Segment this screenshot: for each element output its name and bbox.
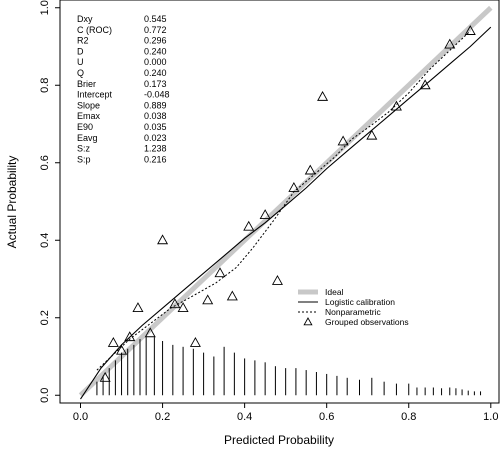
stat-name: U	[77, 57, 84, 67]
legend-label: Ideal	[325, 287, 344, 297]
stat-value: 0.173	[144, 79, 167, 89]
logistic-calibration-line	[80, 26, 492, 400]
grouped-observation-point	[177, 302, 189, 313]
grouped-observation-point	[366, 129, 378, 140]
grouped-observation-point	[317, 90, 329, 101]
stat-name: Emax	[77, 111, 101, 121]
grouped-observation-point	[144, 327, 156, 338]
stat-value: 0.038	[144, 111, 167, 121]
x-tick-label: 0.6	[319, 411, 334, 423]
y-tick-label: 1.0	[39, 0, 51, 15]
grouped-observation-point	[107, 337, 119, 347]
x-tick-label: 0.0	[73, 411, 88, 423]
stat-name: R2	[77, 36, 89, 46]
grouped-observation-point	[419, 79, 431, 90]
stat-name: S:p	[77, 154, 91, 164]
grouped-observation-point	[132, 302, 144, 313]
stat-name: Q	[77, 68, 84, 78]
stat-value: 0.216	[144, 154, 167, 164]
grouped-observation-point	[189, 337, 201, 347]
axes-layer: 0.0 0.2 0.4 0.6 0.8 1.0 0.0 0.2 0.4 0.6 0.8 1.0	[39, 0, 498, 423]
y-tick-label: 0.0	[39, 388, 51, 403]
stat-value: 0.296	[144, 36, 167, 46]
stat-value: 0.545	[144, 14, 167, 24]
y-tick-label: 0.4	[39, 233, 51, 248]
stats-table: Dxy 0.545 C (ROC) 0.772 R2 0.296 D 0.240 U 0.000 Q…	[77, 14, 170, 164]
grouped-observation-point	[259, 209, 271, 220]
grouped-observation-point	[214, 267, 226, 278]
grouped-observation-point	[464, 25, 476, 35]
grouped-observation-point	[116, 344, 128, 355]
stat-value: 0.023	[144, 133, 167, 143]
plot-frame	[59, 0, 500, 404]
x-tick-label: 0.4	[237, 411, 252, 423]
stat-name: Eavg	[77, 133, 98, 143]
grouped-observation-point	[288, 182, 300, 192]
stat-value: 0.035	[144, 122, 167, 132]
grouped-observation-point	[337, 135, 349, 146]
stat-name: E90	[77, 122, 93, 132]
y-tick-label: 0.6	[39, 155, 51, 170]
y-tick-label: 0.8	[39, 78, 51, 93]
x-tick-label: 0.8	[401, 411, 416, 423]
stat-name: C (ROC)	[77, 25, 112, 35]
y-axis-title: Actual Probability	[5, 156, 19, 249]
grouped-observation-point	[124, 331, 136, 342]
stat-value: 0.240	[144, 46, 167, 56]
ideal-line-layer	[78, 5, 493, 398]
grouped-observation-point	[271, 275, 283, 285]
distribution-spikes-layer	[96, 337, 482, 396]
stat-value: 0.889	[144, 100, 167, 110]
stat-name: Intercept	[77, 90, 113, 100]
ideal-line	[78, 5, 493, 398]
y-tick-label: 0.2	[39, 310, 51, 325]
stat-name: D	[77, 46, 84, 56]
stat-value: 0.000	[144, 57, 167, 67]
grouped-observation-point	[169, 298, 181, 309]
x-tick-label: 0.2	[155, 411, 170, 423]
legend-label: Logistic calibration	[325, 297, 395, 307]
calibration-curves-layer	[80, 26, 492, 400]
grouped-observation-point	[202, 294, 214, 305]
nonparametric-line	[96, 30, 471, 371]
grouped-observation-point	[226, 290, 238, 301]
stat-name: S:z	[77, 144, 91, 154]
stat-name: Slope	[77, 100, 100, 110]
stat-value: -0.048	[144, 90, 170, 100]
legend-triangle-swatch	[303, 317, 313, 326]
grouped-observation-point	[243, 220, 255, 231]
stat-value: 0.772	[144, 25, 167, 35]
stat-value: 1.238	[144, 144, 167, 154]
grouped-observation-point	[390, 100, 402, 111]
stat-name: Dxy	[77, 14, 93, 24]
x-tick-label: 1.0	[483, 411, 498, 423]
stat-value: 0.240	[144, 68, 167, 78]
grouped-observation-point	[157, 234, 169, 245]
x-axis-title: Predicted Probability	[224, 433, 334, 447]
grouped-observations-layer	[99, 25, 476, 382]
legend-label: Nonparametric	[325, 307, 381, 317]
legend-label: Grouped observations	[325, 317, 409, 327]
grouped-observation-point	[99, 371, 111, 382]
grouped-observation-point	[304, 164, 316, 175]
stat-name: Brier	[77, 79, 96, 89]
grouped-observation-point	[444, 38, 456, 49]
